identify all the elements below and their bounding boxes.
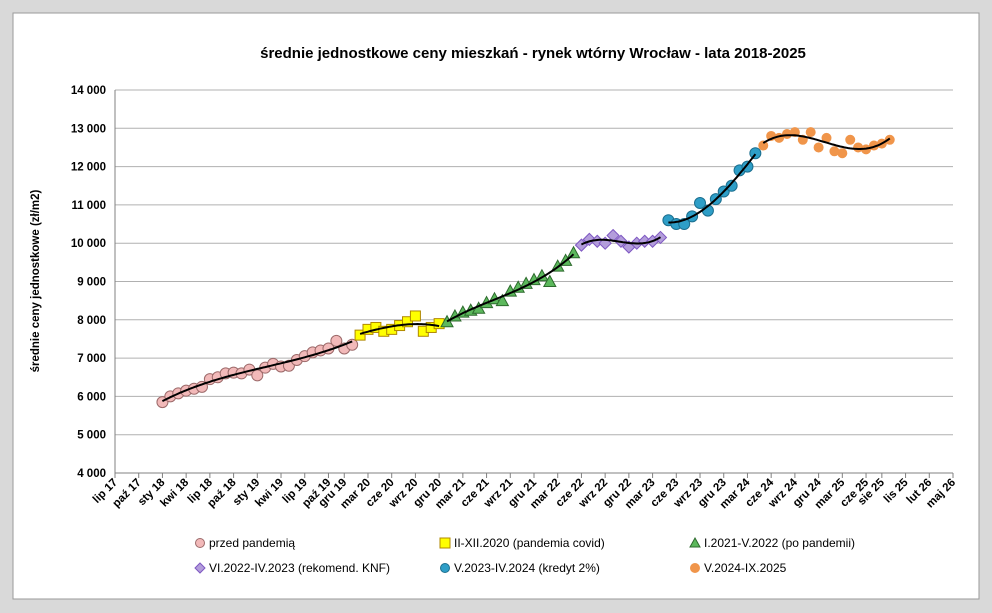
marker	[694, 196, 707, 209]
marker	[805, 127, 816, 138]
marker	[741, 160, 754, 173]
y-tick-label: 11 000	[71, 200, 106, 212]
marker	[346, 338, 359, 351]
marker	[542, 274, 557, 287]
y-tick-label: 10 000	[71, 238, 106, 250]
series	[354, 310, 445, 341]
legend-label: II-XII.2020 (pandemia covid)	[454, 536, 605, 550]
marker	[566, 245, 581, 259]
marker	[439, 537, 451, 549]
trend-line	[580, 236, 662, 246]
legend-label: przed pandemią	[209, 536, 295, 550]
marker	[330, 334, 343, 347]
marker	[690, 563, 700, 573]
marker	[689, 536, 701, 548]
y-tick-label: 14 000	[71, 85, 106, 97]
marker	[845, 134, 856, 145]
chart-title: średnie jednostkowe ceny mieszkań - ryne…	[260, 45, 806, 62]
y-axis-title: średnie ceny jednostkowe (zł/m2)	[30, 189, 42, 372]
legend-label: V.2023-IV.2024 (kredyt 2%)	[454, 561, 600, 575]
marker	[725, 179, 738, 192]
y-tick-label: 13 000	[71, 123, 106, 135]
trend-line	[668, 153, 757, 224]
y-tick-label: 6 000	[77, 391, 106, 403]
marker	[837, 148, 848, 159]
y-tick-label: 4 000	[77, 468, 106, 480]
legend-label: I.2021-V.2022 (po pandemii)	[704, 536, 855, 550]
y-tick-label: 7 000	[77, 353, 106, 365]
marker	[758, 140, 769, 151]
y-tick-label: 12 000	[71, 162, 106, 174]
marker	[440, 563, 450, 573]
marker	[813, 142, 824, 153]
marker	[194, 562, 206, 574]
marker	[402, 316, 414, 328]
legend-entry: II-XII.2020 (pandemia covid)	[439, 536, 605, 550]
legend-entry: V.2023-IV.2024 (kredyt 2%)	[440, 561, 600, 575]
trend-line	[446, 253, 575, 323]
trend-line	[359, 322, 440, 335]
marker	[749, 147, 762, 160]
marker	[195, 538, 205, 548]
trend-line	[762, 134, 891, 150]
marker	[884, 134, 895, 145]
marker	[354, 329, 366, 341]
legend-entry: przed pandemią	[195, 536, 295, 550]
y-tick-label: 9 000	[77, 277, 106, 289]
y-tick-label: 8 000	[77, 315, 106, 327]
marker	[495, 293, 510, 307]
trend-line	[161, 340, 353, 402]
legend-entry: I.2021-V.2022 (po pandemii)	[689, 536, 855, 550]
legend-entry: V.2024-IX.2025	[690, 561, 787, 575]
marker	[409, 310, 421, 322]
y-tick-label: 5 000	[77, 430, 106, 442]
legend-label: VI.2022-IV.2023 (rekomend. KNF)	[209, 561, 390, 575]
legend-label: V.2024-IX.2025	[704, 561, 787, 575]
legend-entry: VI.2022-IV.2023 (rekomend. KNF)	[194, 561, 390, 575]
